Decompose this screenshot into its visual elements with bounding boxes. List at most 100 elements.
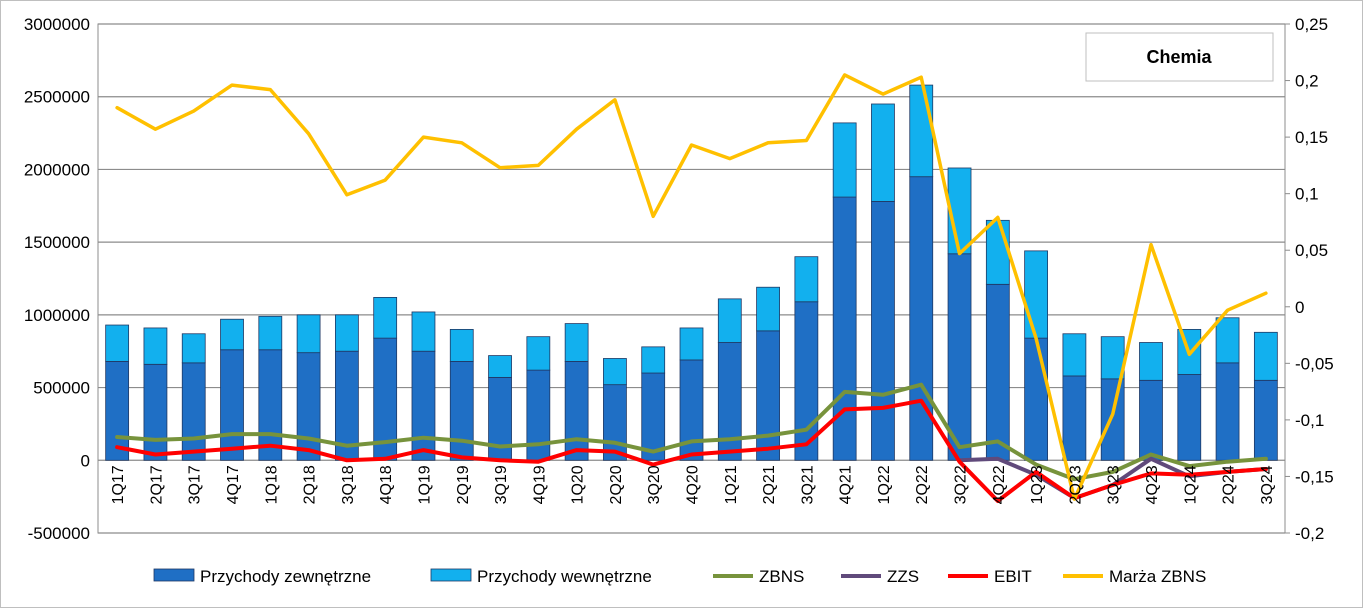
x-category-label: 1Q22 xyxy=(876,465,893,504)
x-category-label: 3Q22 xyxy=(953,465,970,504)
bar xyxy=(947,253,972,461)
bar xyxy=(1062,375,1087,461)
x-category-label: 3Q23 xyxy=(1106,465,1123,504)
bar xyxy=(1177,374,1202,461)
y-left-tick-label: 2000000 xyxy=(24,160,90,179)
x-category-label: 4Q21 xyxy=(838,465,855,504)
bar xyxy=(1215,317,1240,364)
bar xyxy=(373,297,398,339)
legend-label: Marża ZBNS xyxy=(1109,567,1206,586)
legend-label: ZBNS xyxy=(759,567,804,586)
x-category-label: 1Q19 xyxy=(416,465,433,504)
bar xyxy=(296,314,321,354)
bar xyxy=(1215,362,1240,461)
y-right-tick-labels: -0,2 -0,15 -0,1 -0,05 0 0,05 0,1 0,15 0,2 0,25 xyxy=(1295,15,1334,543)
bar xyxy=(1253,379,1278,461)
bar xyxy=(220,349,244,461)
bar xyxy=(1253,331,1278,381)
x-category-label: 2Q24 xyxy=(1221,465,1238,504)
bar xyxy=(1024,250,1048,339)
bar xyxy=(334,314,359,352)
bar xyxy=(526,336,551,371)
bar xyxy=(717,298,742,343)
y-right-tick-label: 0,15 xyxy=(1295,128,1328,147)
x-category-label: 1Q18 xyxy=(263,465,280,504)
bar xyxy=(641,372,666,461)
bar xyxy=(449,328,474,362)
bar xyxy=(411,350,436,461)
bar xyxy=(871,201,895,461)
y-right-tick-label: 0,25 xyxy=(1295,15,1328,34)
y-left-tick-label: -500000 xyxy=(28,524,90,543)
bar xyxy=(220,318,244,351)
y-left-tick-label: 500000 xyxy=(33,379,90,398)
legend-label: Przychody zewnętrzne xyxy=(200,567,371,586)
bar xyxy=(756,286,780,332)
x-category-label: 1Q24 xyxy=(1182,465,1199,504)
x-category-label: 4Q19 xyxy=(531,465,548,504)
x-category-label: 2Q21 xyxy=(761,465,778,504)
x-category-label: 2Q18 xyxy=(302,465,319,504)
bar xyxy=(143,363,168,461)
bar xyxy=(641,346,666,374)
x-category-label: 4Q20 xyxy=(685,465,702,504)
x-category-label: 3Q17 xyxy=(187,465,204,504)
x-category-label: 2Q19 xyxy=(455,465,472,504)
bar xyxy=(679,327,704,361)
x-category-label: 2Q20 xyxy=(608,465,625,504)
y-right-tick-label: 0,05 xyxy=(1295,241,1328,260)
x-category-label: 2Q22 xyxy=(914,465,931,504)
x-category-label: 4Q22 xyxy=(991,465,1008,504)
y-left-tick-label: 2500000 xyxy=(24,88,90,107)
bar xyxy=(1139,342,1163,381)
bar xyxy=(985,219,1010,285)
bar xyxy=(488,355,512,378)
plot-area-border xyxy=(97,23,1286,534)
line-series-path xyxy=(115,73,1268,501)
y-right-tick-label: 0,2 xyxy=(1295,72,1319,91)
x-category-label: 2Q23 xyxy=(1067,465,1084,504)
bar xyxy=(985,283,1010,461)
y-left-tick-label: 1500000 xyxy=(24,233,90,252)
bar xyxy=(909,176,934,461)
axes xyxy=(97,23,1290,534)
line-series-path xyxy=(115,382,1268,482)
bar xyxy=(411,311,436,352)
chart-title: Chemia xyxy=(1146,47,1212,67)
bar xyxy=(143,327,168,365)
x-category-label: 1Q17 xyxy=(110,465,127,504)
x-category-label: 3Q20 xyxy=(646,465,663,504)
x-category-label: 3Q21 xyxy=(799,465,816,504)
bar xyxy=(296,352,321,461)
y-right-tick-label: -0,2 xyxy=(1295,524,1324,543)
bar xyxy=(603,384,627,461)
legend-swatch xyxy=(430,568,472,582)
x-category-label: 1Q20 xyxy=(570,465,587,504)
bar xyxy=(181,333,206,364)
legend-swatch xyxy=(153,568,195,582)
bar xyxy=(564,323,589,362)
x-category-label: 4Q18 xyxy=(378,465,395,504)
bar xyxy=(1139,379,1163,461)
bar xyxy=(258,315,283,351)
bar xyxy=(832,122,857,198)
y-right-tick-label: 0,1 xyxy=(1295,185,1319,204)
chart-title-box: Chemia xyxy=(1085,32,1274,82)
bar xyxy=(794,256,819,303)
y-left-tick-label: 1000000 xyxy=(24,306,90,325)
x-category-label: 4Q23 xyxy=(1144,465,1161,504)
y-right-tick-label: 0 xyxy=(1295,298,1304,317)
y-left-tick-labels: -500000 0 500000 1000000 1500000 2000000 25000… xyxy=(24,15,90,543)
bar-series xyxy=(105,84,1278,461)
title-box-border xyxy=(1085,32,1274,82)
x-category-label: 3Q24 xyxy=(1259,465,1276,504)
legend-label: ZZS xyxy=(887,567,919,586)
x-category-label: 3Q18 xyxy=(340,465,357,504)
y-right-tick-label: -0,05 xyxy=(1295,354,1334,373)
bar xyxy=(756,330,780,461)
x-category-labels: 1Q17 2Q17 3Q17 4Q17 1Q18 2Q18 3Q18 4Q18 1Q19 2Q19… xyxy=(110,465,1276,504)
bar xyxy=(717,342,742,461)
y-right-tick-label: -0,15 xyxy=(1295,467,1334,486)
x-category-label: 1Q23 xyxy=(1029,465,1046,504)
